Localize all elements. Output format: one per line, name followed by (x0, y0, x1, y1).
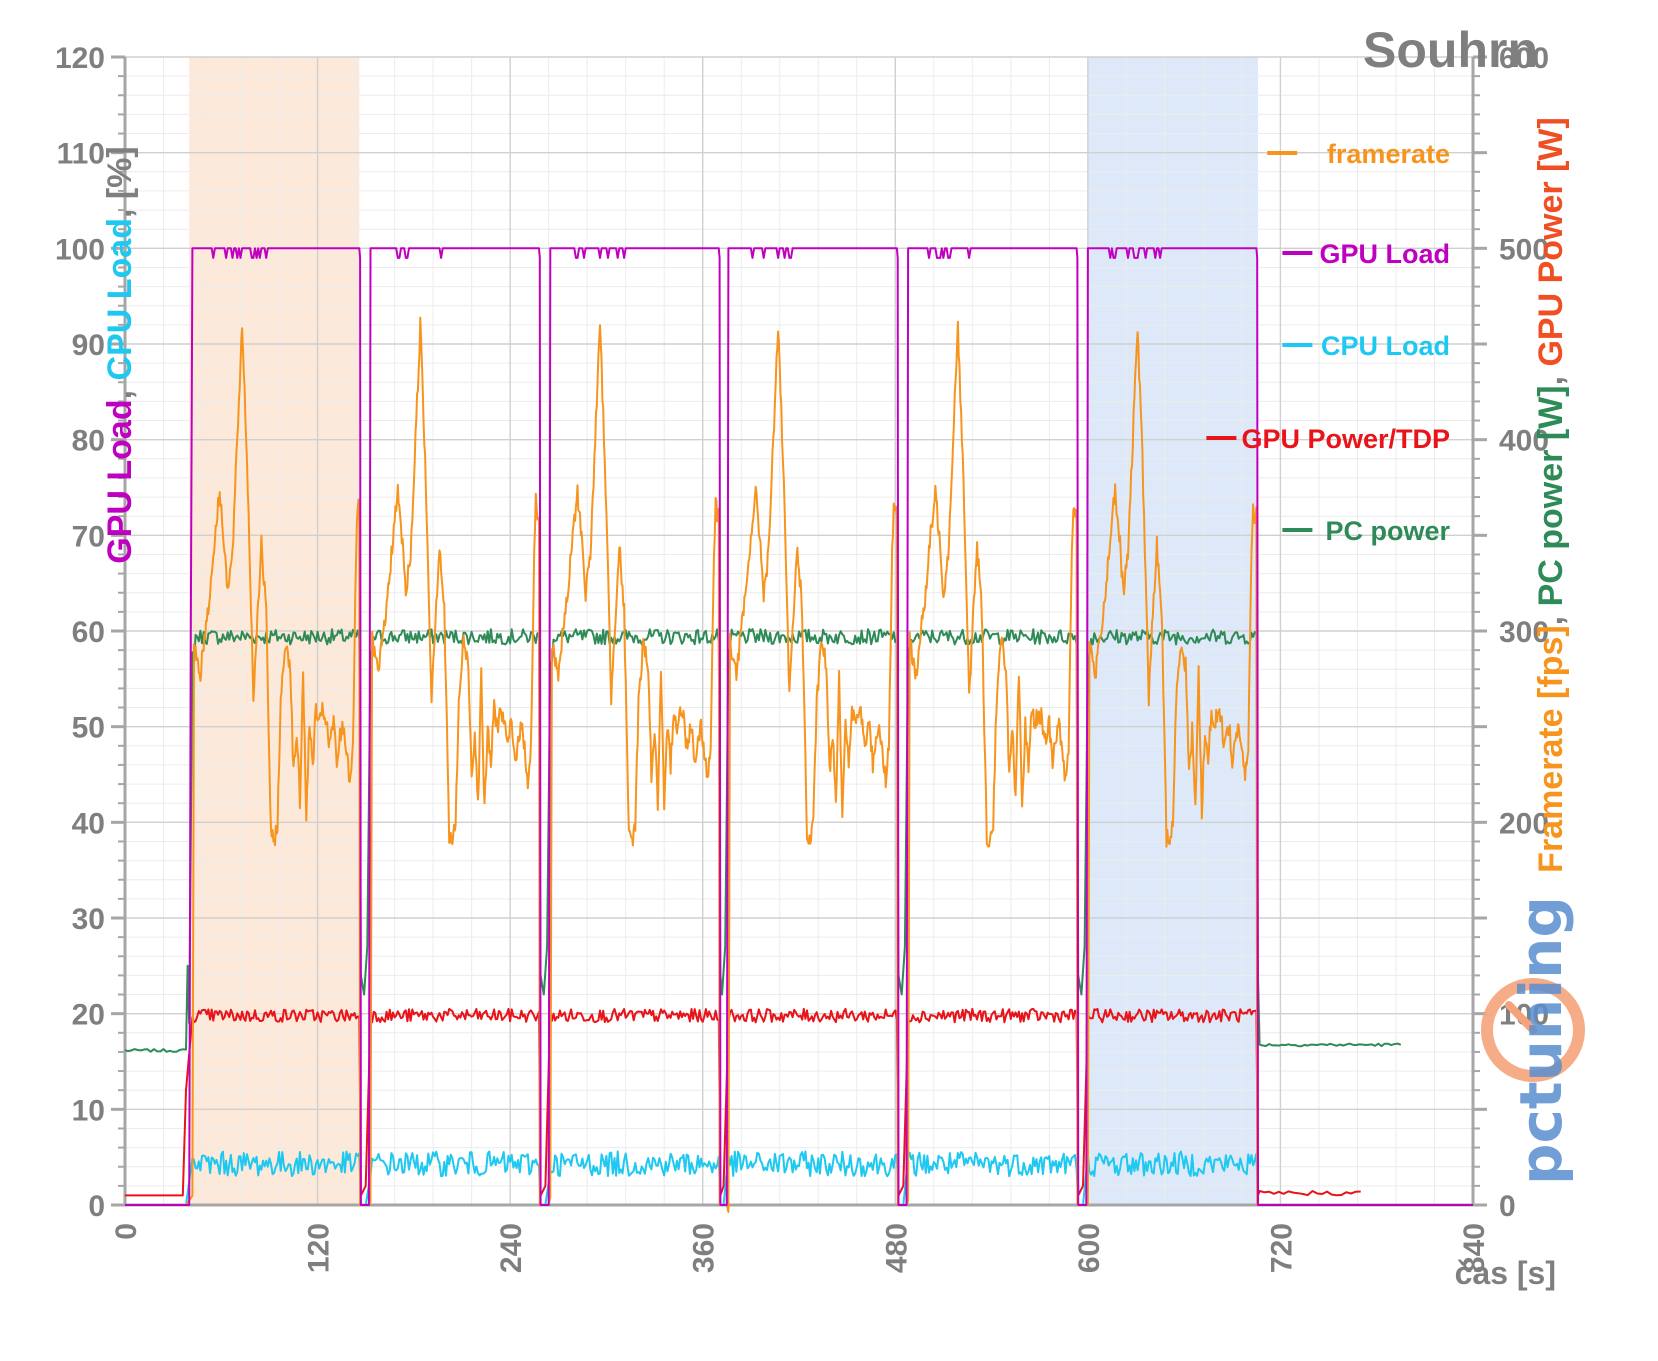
left-tick-label: 110 (57, 138, 105, 171)
right-tick-label: 200 (1499, 807, 1549, 840)
pctuning-logo: pctuning (1481, 896, 1585, 1185)
x-tick-label: 720 (1265, 1223, 1298, 1273)
gpu-load-line (125, 247, 1473, 1206)
x-tick-label: 0 (110, 1223, 143, 1240)
x-tick-label: 600 (1073, 1223, 1106, 1273)
legend-label: framerate (1327, 139, 1450, 169)
x-axis-label: čas [s] (1455, 1255, 1556, 1291)
left-tick-label: 10 (72, 1094, 105, 1127)
left-tick-label: 80 (72, 425, 105, 458)
data-series (124, 247, 1473, 1213)
right-axis-ticks: 0100200300400500600 (1499, 42, 1549, 1223)
x-axis-ticks: 0 120 240 360 480 600 720 840 (110, 1223, 1491, 1273)
x-tick-label: 480 (880, 1223, 913, 1273)
right-tick-label: 0 (1499, 1190, 1516, 1223)
legend-label: CPU Load (1321, 331, 1450, 361)
x-tick-label: 240 (495, 1223, 528, 1273)
axis-label-part: Framerate [fps] (1532, 625, 1570, 873)
logo-wordmark: pctuning (1507, 896, 1575, 1185)
axis-label-part: , (101, 380, 139, 399)
right-tick-label: 400 (1499, 425, 1549, 458)
legend: framerate GPU Load CPU Load GPU Power/TDP PC… (1206, 139, 1450, 546)
left-tick-label: 100 (55, 233, 105, 266)
chart-title: Souhrn (1363, 22, 1538, 78)
left-axis-label: GPU Load, CPU Load, [%] (101, 146, 139, 563)
axis-label-part: GPU Load (101, 399, 139, 563)
left-tick-label: 60 (72, 616, 105, 649)
axes (111, 55, 1487, 1207)
left-tick-label: 0 (88, 1190, 105, 1223)
left-tick-label: 50 (72, 712, 105, 745)
logo-ring (1481, 978, 1585, 1082)
right-axis-label: Framerate [fps], PC power [W], GPU Power… (1532, 117, 1570, 873)
logo-needle (1505, 1001, 1537, 1034)
left-tick-label: 40 (72, 807, 105, 840)
left-tick-label: 20 (72, 999, 105, 1032)
left-tick-label: 70 (72, 520, 105, 553)
axis-label-part: , (1532, 606, 1570, 625)
legend-label: PC power (1325, 516, 1450, 546)
right-tick-label: 300 (1499, 616, 1549, 649)
axis-label-part: GPU Power [W] (1532, 117, 1570, 366)
left-tick-label: 120 (55, 42, 105, 75)
right-tick-label: 600 (1499, 42, 1549, 75)
x-tick-label: 840 (1458, 1223, 1491, 1273)
axis-label-part: PC power [W] (1532, 385, 1570, 606)
axis-label-part: , [%] (101, 146, 139, 218)
legend-label: GPU Load (1319, 239, 1450, 269)
left-tick-label: 90 (72, 329, 105, 362)
x-tick-label: 360 (688, 1223, 721, 1273)
legend-label: GPU Power/TDP (1241, 424, 1450, 454)
left-tick-label: 30 (72, 903, 105, 936)
x-tick-label: 120 (303, 1223, 336, 1273)
right-tick-label: 500 (1499, 233, 1549, 266)
pc-power-line (124, 628, 1402, 1053)
axis-label-part: , (1532, 367, 1570, 386)
axis-label-part: CPU Load (101, 218, 139, 380)
left-axis-ticks: 0 10 20 30 40 50 60 70 80 90 100 110 120 (55, 42, 105, 1223)
